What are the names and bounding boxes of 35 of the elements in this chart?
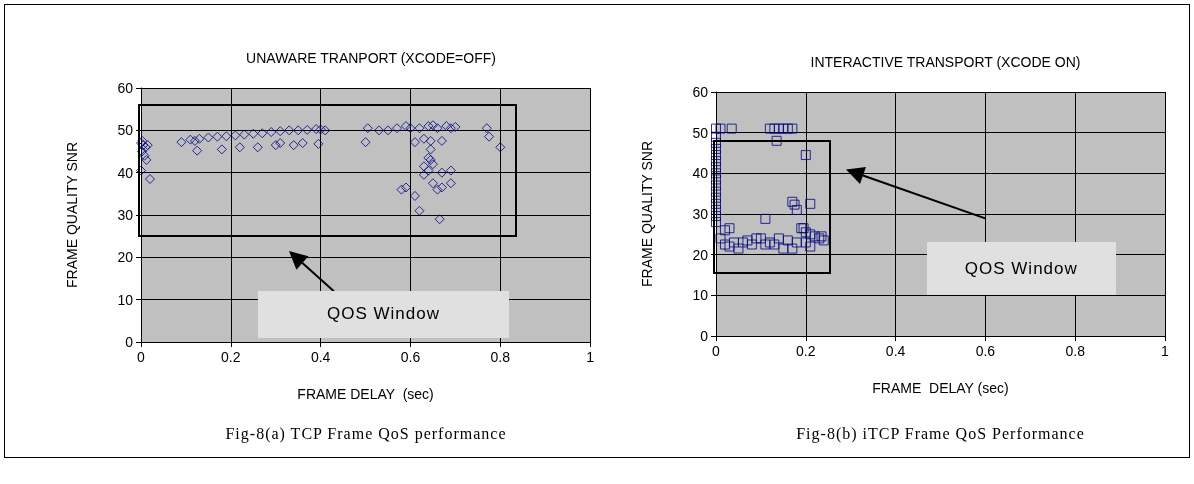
annotation: QOS Window <box>964 258 1078 279</box>
y-tick-label: 0 <box>700 328 709 344</box>
x-tick-label: 0 <box>712 343 721 359</box>
x-tick-label: 0.4 <box>885 343 906 359</box>
y-tick-label: 30 <box>117 207 134 223</box>
y-axis-title: FRAME QUALITY SNR <box>639 141 655 287</box>
x-tick-label: 1 <box>1161 343 1170 359</box>
x-tick-label: 0.6 <box>400 349 421 365</box>
y-tick-label: 30 <box>692 206 709 222</box>
y-axis-title: FRAME QUALITY SNR <box>64 142 80 288</box>
y-tick-label: 40 <box>117 164 134 181</box>
text: Fig-8(b) iTCP Frame QoS Performance <box>795 425 1086 443</box>
y-tick-label: 50 <box>117 122 134 139</box>
x-tick-label: 0.8 <box>1065 343 1086 359</box>
y-tick-label: 10 <box>692 287 709 304</box>
y-tick-label: 60 <box>692 84 709 100</box>
y-tick-label: 50 <box>692 124 709 141</box>
x-tick-label: 0.2 <box>221 349 241 365</box>
chart-title: INTERACTIVE TRANSPORT (XCODE ON) <box>810 54 1081 70</box>
y-tick-label: 10 <box>117 291 134 308</box>
x-tick-label: 0.8 <box>490 349 511 365</box>
x-axis-title: FRAME DELAY (sec) <box>297 386 434 402</box>
x-tick-label: 0.2 <box>796 343 816 359</box>
text: Fig-8(a) TCP Frame QoS performance <box>224 425 508 443</box>
x-tick-label: 0.6 <box>975 343 996 359</box>
x-tick-label: 0 <box>137 349 146 365</box>
y-tick-label: 40 <box>692 165 709 182</box>
y-tick-label: 20 <box>117 249 134 266</box>
x-tick-label: 1 <box>586 349 595 365</box>
chart-title: UNAWARE TRANPORT (XCODE=OFF) <box>246 50 496 66</box>
annotation: QOS Window <box>327 304 440 325</box>
y-tick-label: 20 <box>692 246 709 263</box>
x-tick-label: 0.4 <box>310 349 331 365</box>
y-tick-label: 60 <box>117 80 134 96</box>
x-axis-title: FRAME DELAY (sec) <box>872 380 1009 396</box>
